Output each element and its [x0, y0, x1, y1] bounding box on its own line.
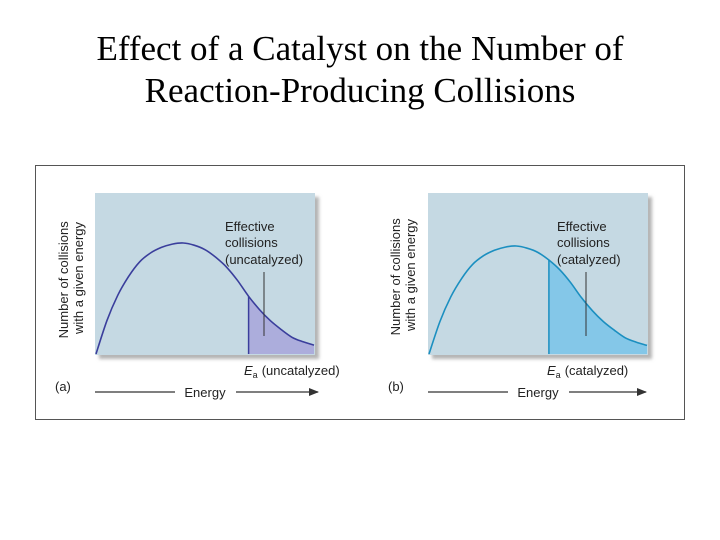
panel-b-label: (b)	[388, 379, 404, 394]
panel-a-threshold-subscript: a	[253, 370, 258, 380]
panel-a-annotation-line-2: collisions	[225, 235, 278, 250]
panel-b: Effective collisions (catalyzed) Number …	[388, 193, 648, 400]
panel-b-xlabel: Energy	[517, 385, 559, 400]
panel-b-annotation-line-2: collisions	[557, 235, 610, 250]
panel-a: Effective collisions (uncatalyzed) Numbe…	[55, 193, 340, 400]
panel-a-threshold-symbol: E	[244, 363, 253, 378]
panel-b-ylabel: Number of collisions with a given energy	[388, 215, 418, 336]
slide-title: Effect of a Catalyst on the Number of Re…	[0, 28, 720, 112]
panel-b-annotation-line-1: Effective	[557, 219, 607, 234]
panel-a-effective-area	[248, 296, 314, 354]
panel-b-ylabel-line-2: with a given energy	[403, 218, 418, 332]
panel-b-ylabel-line-1: Number of collisions	[388, 218, 403, 336]
panel-b-threshold-subscript: a	[556, 370, 561, 380]
panel-b-distribution-curve	[428, 245, 648, 355]
panel-b-threshold-text: (catalyzed)	[565, 363, 629, 378]
panel-a-xlabel: Energy	[184, 385, 226, 400]
panel-b-annotation-line-3: (catalyzed)	[557, 252, 621, 267]
panel-a-ylabel-line-1: Number of collisions	[56, 221, 71, 339]
panel-b-effective-area	[548, 260, 647, 354]
panel-a-annotation-line-1: Effective	[225, 219, 275, 234]
panel-a-threshold-label: Ea (uncatalyzed)	[244, 363, 340, 380]
panel-b-threshold-label: Ea (catalyzed)	[547, 363, 628, 380]
panel-a-threshold-text: (uncatalyzed)	[262, 363, 340, 378]
panel-a-ylabel: Number of collisions with a given energy	[56, 218, 86, 339]
slide-title-line-1: Effect of a Catalyst on the Number of	[96, 29, 624, 68]
panel-a-annotation-line-3: (uncatalyzed)	[225, 252, 303, 267]
panel-a-distribution-curve	[95, 242, 315, 355]
panel-a-ylabel-line-2: with a given energy	[71, 221, 86, 335]
panel-b-threshold-symbol: E	[547, 363, 556, 378]
slide-title-line-2: Reaction-Producing Collisions	[144, 71, 576, 110]
panel-a-label: (a)	[55, 379, 71, 394]
